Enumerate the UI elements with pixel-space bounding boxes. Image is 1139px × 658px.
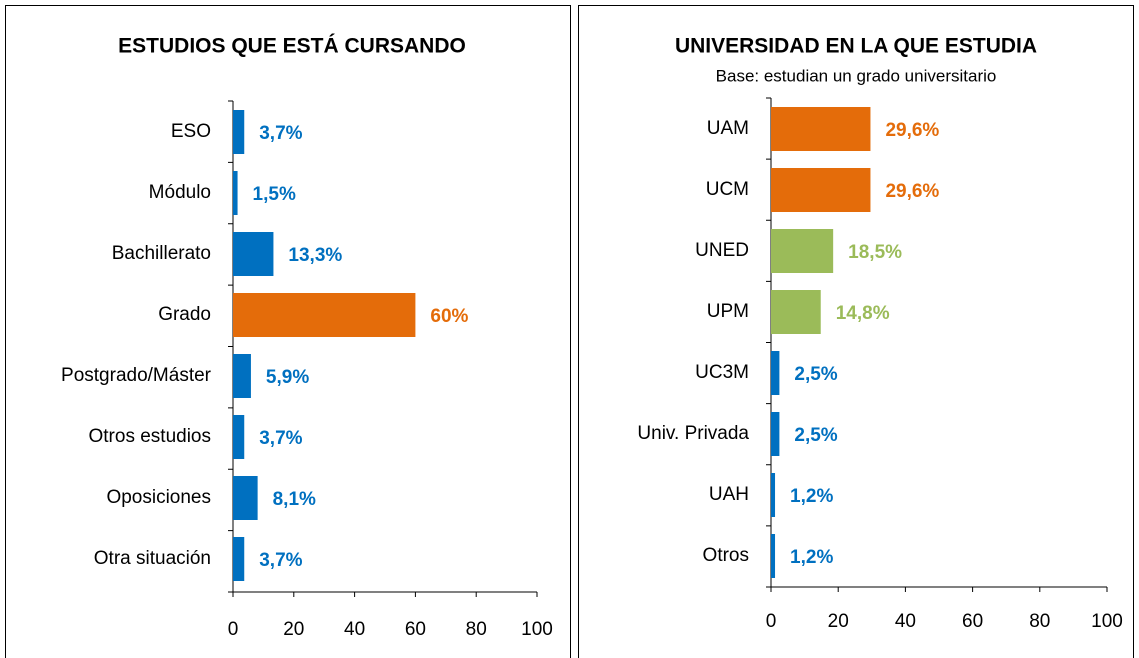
- category-label: Módulo: [149, 182, 211, 203]
- panel-border: [578, 5, 1134, 658]
- category-label: Postgrado/Máster: [61, 365, 212, 386]
- value-label: 3,7%: [259, 123, 302, 144]
- bar: [233, 110, 245, 154]
- bar: [771, 351, 780, 395]
- bar: [233, 171, 238, 215]
- bar: [233, 415, 245, 459]
- x-tick-label: 60: [962, 611, 983, 632]
- bar: [233, 354, 251, 398]
- category-label: Univ. Privada: [637, 423, 749, 444]
- category-label: UPM: [707, 301, 749, 322]
- category-label: Oposiciones: [106, 487, 211, 508]
- category-label: Otros: [703, 545, 749, 566]
- chart-title: ESTUDIOS QUE ESTÁ CURSANDO: [118, 35, 466, 58]
- category-label: UAH: [709, 484, 749, 505]
- x-tick-label: 80: [466, 619, 487, 640]
- bar: [771, 290, 821, 334]
- value-label: 8,1%: [273, 489, 316, 510]
- bar: [771, 412, 780, 456]
- value-label: 3,7%: [259, 428, 302, 449]
- value-label: 5,9%: [266, 367, 309, 388]
- category-label: UC3M: [695, 362, 749, 383]
- x-tick-label: 20: [283, 619, 304, 640]
- x-tick-label: 0: [228, 619, 239, 640]
- x-tick-label: 80: [1029, 611, 1050, 632]
- value-label: 13,3%: [288, 245, 342, 266]
- bar: [771, 107, 871, 151]
- bar: [233, 537, 245, 581]
- value-label: 1,2%: [790, 547, 833, 568]
- x-tick-label: 100: [1091, 611, 1123, 632]
- x-tick-label: 40: [895, 611, 916, 632]
- bar: [233, 232, 274, 276]
- bar: [771, 168, 871, 212]
- bar: [233, 476, 258, 520]
- bar: [771, 229, 834, 273]
- value-label: 60%: [430, 306, 468, 327]
- value-label: 29,6%: [885, 120, 939, 141]
- category-label: UCM: [706, 179, 749, 200]
- panel-border: [5, 5, 571, 658]
- x-tick-label: 20: [828, 611, 849, 632]
- bar: [771, 473, 776, 517]
- value-label: 1,2%: [790, 486, 833, 507]
- value-label: 2,5%: [794, 425, 837, 446]
- bar: [771, 534, 776, 578]
- value-label: 2,5%: [794, 364, 837, 385]
- x-tick-label: 40: [344, 619, 365, 640]
- x-tick-label: 100: [521, 619, 553, 640]
- x-tick-label: 60: [405, 619, 426, 640]
- category-label: UNED: [695, 240, 749, 261]
- value-label: 3,7%: [259, 550, 302, 571]
- value-label: 1,5%: [253, 184, 296, 205]
- x-tick-label: 0: [766, 611, 777, 632]
- value-label: 14,8%: [836, 303, 890, 324]
- value-label: 29,6%: [885, 181, 939, 202]
- category-label: UAM: [707, 118, 749, 139]
- category-label: Otros estudios: [89, 426, 212, 447]
- chart-subtitle: Base: estudian un grado universitario: [716, 66, 997, 85]
- chart-title: UNIVERSIDAD EN LA QUE ESTUDIA: [675, 35, 1037, 58]
- category-label: Otra situación: [94, 548, 211, 569]
- bar: [233, 293, 416, 337]
- category-label: Grado: [158, 304, 211, 325]
- category-label: ESO: [171, 121, 211, 142]
- category-label: Bachillerato: [112, 243, 211, 264]
- value-label: 18,5%: [848, 242, 902, 263]
